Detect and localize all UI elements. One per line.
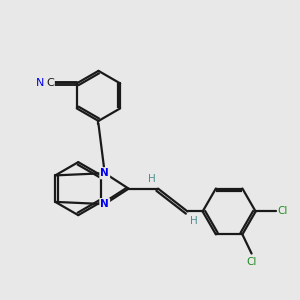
Text: C: C — [46, 78, 54, 88]
Text: N: N — [100, 168, 109, 178]
Text: H: H — [190, 216, 198, 226]
Text: Cl: Cl — [246, 257, 257, 267]
Text: Cl: Cl — [278, 206, 288, 217]
Text: N: N — [36, 78, 44, 88]
Text: H: H — [148, 174, 155, 184]
Text: N: N — [100, 199, 109, 209]
